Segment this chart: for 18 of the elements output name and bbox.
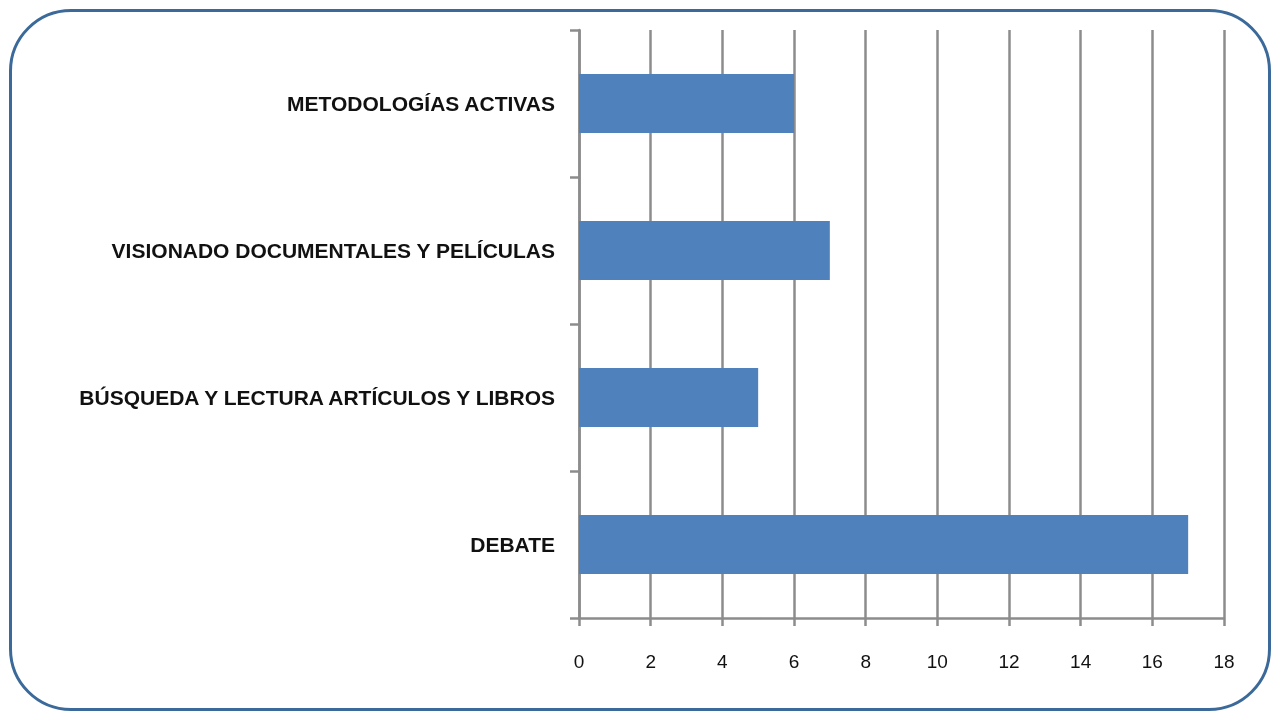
x-tick-label: 18: [1213, 651, 1235, 672]
x-tick-label: 0: [573, 651, 585, 672]
y-tick-label: BÚSQUEDA Y LECTURA ARTÍCULOS Y LIBROS: [79, 386, 555, 409]
x-tick-label: 6: [788, 651, 800, 672]
x-tick-label: 4: [717, 651, 729, 672]
x-tick-label: 12: [998, 651, 1020, 672]
bar: [579, 515, 1189, 574]
x-tick-label: 2: [645, 651, 656, 672]
bar: [579, 74, 794, 133]
y-tick-label: DEBATE: [470, 533, 555, 556]
bar: [579, 368, 759, 427]
x-tick-label: 10: [926, 651, 948, 672]
y-tick-label: VISIONADO DOCUMENTALES Y PELÍCULAS: [111, 239, 555, 262]
x-tick-label: 14: [1070, 651, 1092, 672]
bar: [579, 221, 830, 280]
x-tick-label: 8: [860, 651, 871, 672]
x-tick-label: 16: [1141, 651, 1163, 672]
y-tick-label: METODOLOGÍAS ACTIVAS: [287, 92, 555, 115]
